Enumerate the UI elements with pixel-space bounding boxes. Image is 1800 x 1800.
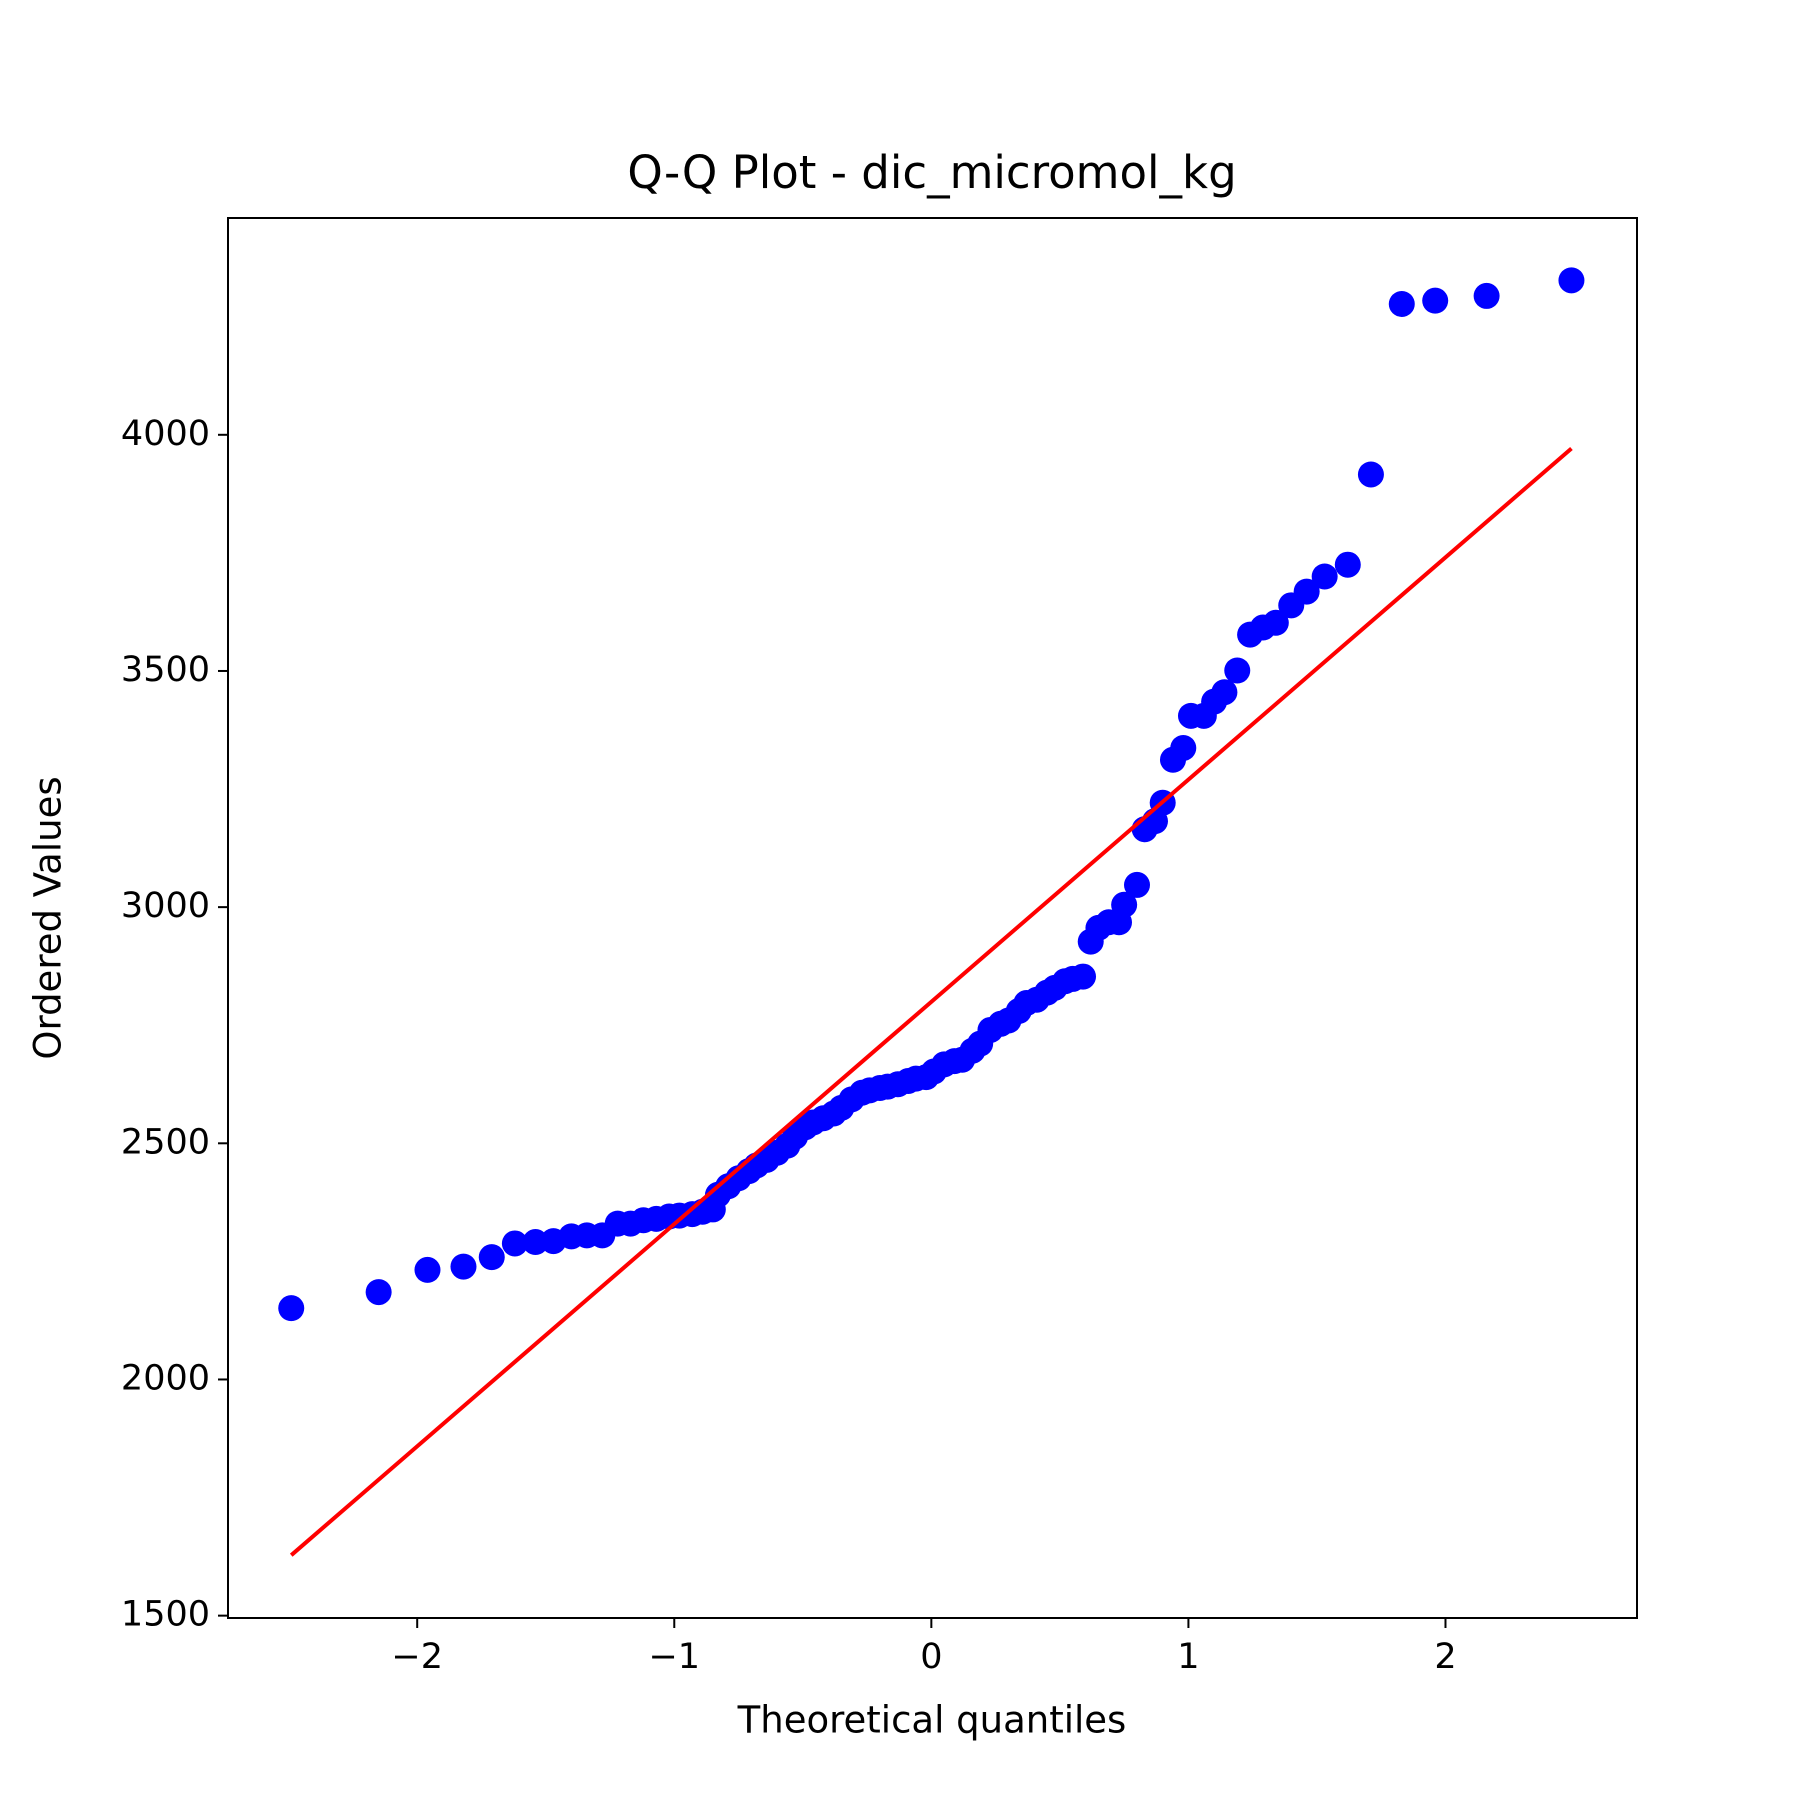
- data-point: [1224, 657, 1251, 684]
- data-point: [1070, 963, 1097, 990]
- plot-frame: [227, 217, 1638, 1619]
- data-point: [1334, 551, 1361, 578]
- y-tick-label: 4000: [121, 414, 210, 454]
- data-point: [1111, 891, 1138, 918]
- y-tick-label: 2500: [121, 1122, 210, 1162]
- x-tick-label: −2: [391, 1637, 443, 1677]
- data-point: [1473, 282, 1500, 309]
- x-tick-label: 1: [1177, 1637, 1199, 1677]
- y-tick-label: 2000: [121, 1358, 210, 1398]
- data-point: [414, 1256, 441, 1283]
- data-point: [1357, 461, 1384, 488]
- y-tick-label: 1500: [121, 1595, 210, 1635]
- data-point: [1422, 287, 1449, 314]
- x-tick-label: −1: [648, 1637, 700, 1677]
- y-tick-label: 3000: [121, 886, 210, 926]
- data-point: [278, 1295, 305, 1322]
- data-point: [450, 1253, 477, 1280]
- data-point: [501, 1230, 528, 1257]
- data-point: [478, 1244, 505, 1271]
- data-point: [1311, 563, 1338, 590]
- x-axis-label: Theoretical quantiles: [737, 1699, 1127, 1742]
- chart-title: Q-Q Plot - dic_micromol_kg: [627, 146, 1236, 199]
- data-point: [1123, 871, 1150, 898]
- data-point: [365, 1279, 392, 1306]
- data-point: [1293, 578, 1320, 605]
- y-axis-label: Ordered Values: [27, 776, 70, 1059]
- data-point: [1211, 679, 1238, 706]
- y-tick-label: 3500: [121, 650, 210, 690]
- data-point: [1558, 267, 1585, 294]
- x-tick-label: 2: [1434, 1637, 1456, 1677]
- data-point: [1170, 734, 1197, 761]
- fit-line: [289, 446, 1573, 1557]
- data-point: [1262, 609, 1289, 636]
- x-tick-label: 0: [920, 1637, 942, 1677]
- data-point: [1388, 290, 1415, 317]
